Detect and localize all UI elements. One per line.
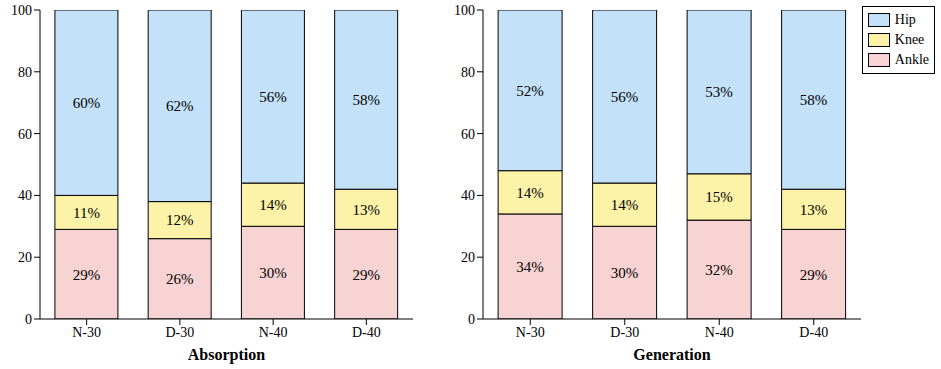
svg-text:N-30: N-30 [516, 325, 545, 340]
html-text:Hip: Hip [894, 12, 916, 27]
svg-text:58%: 58% [800, 92, 828, 108]
svg-text:13%: 13% [800, 202, 828, 218]
svg-text:80: 80 [461, 65, 475, 80]
svg-text:100: 100 [11, 3, 32, 18]
svg-text:D-30: D-30 [610, 325, 639, 340]
svg-text:15%: 15% [705, 189, 733, 205]
svg-text:14%: 14% [611, 197, 639, 213]
svg-text:56%: 56% [611, 89, 639, 105]
svg-text:0: 0 [25, 312, 32, 327]
svg-text:D-40: D-40 [799, 325, 828, 340]
svg-text:N-40: N-40 [705, 325, 734, 340]
svg-text:14%: 14% [516, 185, 544, 201]
svg-text:D-40: D-40 [352, 325, 381, 340]
html-text:Ankle: Ankle [894, 52, 929, 67]
svg-text:13%: 13% [352, 202, 380, 218]
html-text:Knee: Knee [894, 32, 925, 47]
svg-text:34%: 34% [516, 259, 544, 275]
svg-text:11%: 11% [73, 205, 100, 221]
svg-text:40: 40 [18, 188, 32, 203]
svg-text:60: 60 [18, 127, 32, 142]
svg-text:20: 20 [18, 250, 32, 265]
svg-text:0: 0 [468, 312, 475, 327]
svg-text:12%: 12% [166, 212, 194, 228]
svg-text:N-30: N-30 [72, 325, 101, 340]
svg-text:60: 60 [461, 127, 475, 142]
svg-text:62%: 62% [166, 98, 194, 114]
svg-text:32%: 32% [705, 262, 733, 278]
svg-text:29%: 29% [800, 267, 828, 283]
svg-text:80: 80 [18, 65, 32, 80]
svg-text:D-30: D-30 [165, 325, 194, 340]
svg-text:29%: 29% [73, 267, 101, 283]
svg-text:26%: 26% [166, 271, 194, 287]
svg-text:29%: 29% [352, 267, 380, 283]
svg-text:N-40: N-40 [259, 325, 288, 340]
svg-text:100: 100 [454, 3, 475, 18]
svg-text:Generation: Generation [633, 346, 710, 363]
svg-text:30%: 30% [259, 265, 287, 281]
svg-text:30%: 30% [611, 265, 639, 281]
svg-text:Absorption: Absorption [188, 346, 265, 364]
svg-text:58%: 58% [352, 92, 380, 108]
svg-text:40: 40 [461, 188, 475, 203]
svg-text:14%: 14% [259, 197, 287, 213]
svg-text:56%: 56% [259, 89, 287, 105]
svg-text:52%: 52% [516, 83, 544, 99]
svg-text:60%: 60% [73, 95, 101, 111]
svg-text:20: 20 [461, 250, 475, 265]
svg-text:53%: 53% [705, 84, 733, 100]
